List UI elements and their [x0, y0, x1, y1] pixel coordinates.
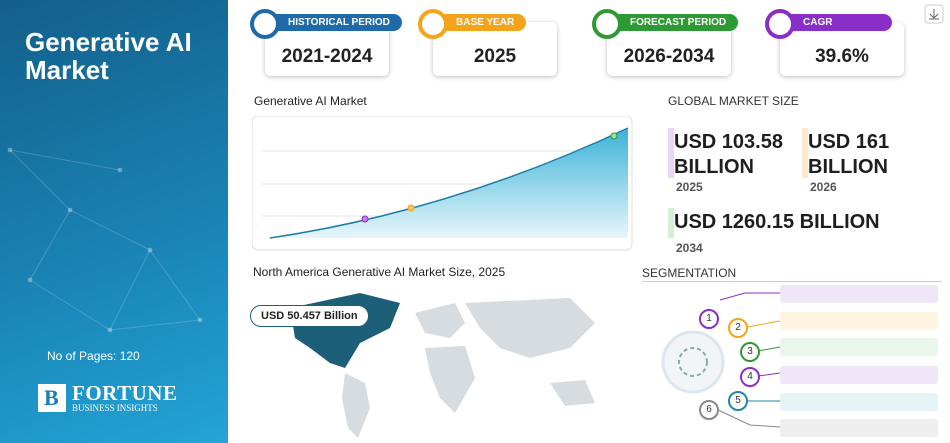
period-icon — [592, 9, 622, 39]
title: Generative AI Market — [25, 27, 192, 85]
market-year: 2025 — [676, 180, 703, 194]
period-icon — [418, 9, 448, 39]
market-value: USD 1260.15 BILLION — [674, 211, 880, 233]
svg-text:B: B — [44, 385, 59, 410]
market-value: USD 103.58 BILLION — [674, 131, 783, 178]
period-value: 2021-2024 — [265, 22, 389, 76]
map-callout: USD 50.457 Billion — [250, 305, 369, 327]
segment-bar — [780, 419, 938, 437]
segment-number: 3 — [740, 342, 760, 362]
segment-bar — [780, 393, 938, 411]
accent-bar — [802, 128, 808, 178]
accent-bar — [668, 208, 674, 238]
period-icon — [250, 9, 280, 39]
brand-sub: BUSINESS INSIGHTS — [72, 403, 158, 413]
period-value: 2025 — [433, 22, 557, 76]
segment-number: 6 — [699, 400, 719, 420]
accent-bar — [668, 128, 674, 178]
segment-number: 2 — [728, 318, 748, 338]
market-year: 2026 — [810, 180, 837, 194]
segment-connectors — [661, 292, 781, 428]
segment-bar — [780, 312, 938, 330]
period-value: 39.6% — [780, 22, 904, 76]
section-title: SEGMENTATION — [642, 266, 737, 280]
segment-number: 5 — [728, 391, 748, 411]
segment-bar — [780, 338, 938, 356]
network-decoration: B — [7, 147, 203, 412]
period-label: FORECAST PERIOD — [600, 14, 739, 31]
market-value: USD 161 BILLION — [808, 131, 890, 178]
side-panel: B Generative AI Market No of Pages: 120 … — [0, 0, 228, 443]
divider — [642, 281, 942, 282]
period-label: BASE YEAR — [426, 14, 527, 31]
download-button[interactable] — [924, 4, 944, 24]
trend-chart — [252, 116, 633, 251]
segment-bar — [780, 366, 938, 384]
brand: FORTUNE — [72, 381, 178, 405]
page-count: No of Pages: 120 — [47, 349, 140, 363]
market-year: 2034 — [676, 241, 703, 255]
chart-title: Generative AI Market — [254, 94, 367, 108]
segment-bar — [780, 285, 938, 303]
period-icon — [765, 9, 795, 39]
segment-number: 4 — [740, 367, 760, 387]
period-value: 2026-2034 — [607, 22, 731, 76]
section-title: GLOBAL MARKET SIZE — [668, 94, 799, 108]
period-label: HISTORICAL PERIOD — [258, 14, 402, 31]
map-title: North America Generative AI Market Size,… — [253, 265, 506, 279]
logo-icon — [38, 384, 66, 412]
period-label: CAGR — [773, 14, 893, 31]
segment-number: 1 — [699, 309, 719, 329]
